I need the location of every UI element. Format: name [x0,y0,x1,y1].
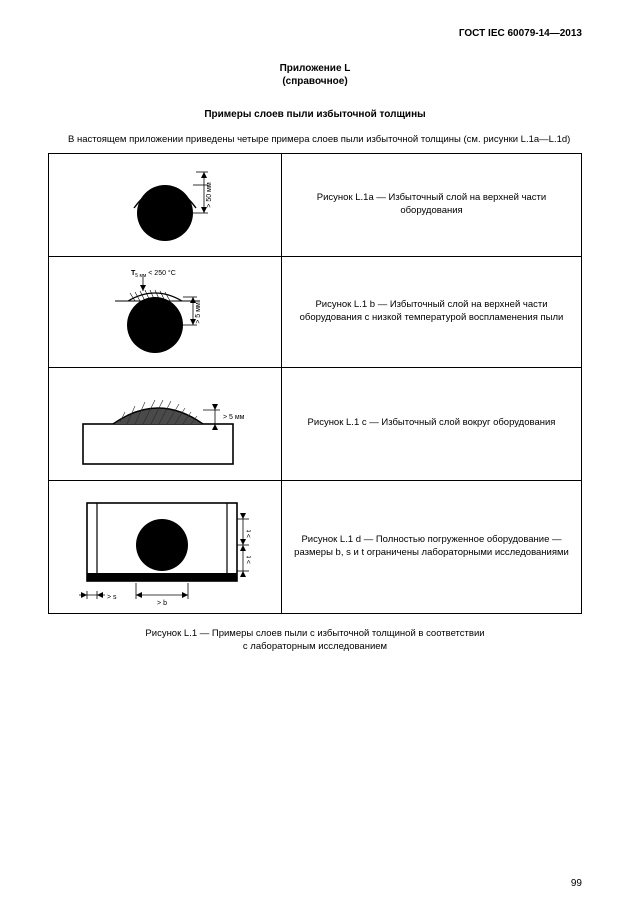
figure-table: > 50 мм Рисунок L.1a — Избыточный слой н… [48,153,582,614]
table-row: > 5 мм Рисунок L.1 c — Избыточный слой в… [49,367,582,480]
figure-cell-a: > 50 мм [49,153,282,256]
table-row: T5 мм < 250 °C [49,256,582,367]
svg-text:> t: > t [246,530,253,538]
document-id: ГОСТ IEC 60079-14—2013 [48,28,582,39]
figure-cell-b: T5 мм < 250 °C [49,256,282,367]
svg-text:> 50 мм: > 50 мм [206,182,213,208]
table-row: > 50 мм Рисунок L.1a — Избыточный слой н… [49,153,582,256]
svg-text:> 5 мм: > 5 мм [195,302,202,324]
figure-d-svg: > s > b > t [65,487,265,607]
figure-b-svg: T5 мм < 250 °C [85,263,245,361]
page-number: 99 [571,878,582,889]
figure-cell-d: > s > b > t [49,480,282,613]
figure-cell-c: > 5 мм [49,367,282,480]
caption-cell-a: Рисунок L.1a — Избыточный слой на верхне… [282,153,582,256]
main-caption: Рисунок L.1 — Примеры слоев пыли с избыт… [48,628,582,654]
caption-cell-d: Рисунок L.1 d — Полностью погруженное об… [282,480,582,613]
figure-a-svg: > 50 мм [90,160,240,250]
table-row: > s > b > t [49,480,582,613]
svg-text:> b: > b [157,600,167,607]
intro-paragraph: В настоящем приложении приведены четыре … [48,134,582,147]
svg-text:T5 мм < 250 °C: T5 мм < 250 °C [131,269,176,279]
figure-c-svg: > 5 мм [65,374,265,474]
appendix-type: (справочное) [48,76,582,87]
caption-cell-c: Рисунок L.1 c — Избыточный слой вокруг о… [282,367,582,480]
appendix-label: Приложение L [48,63,582,74]
caption-cell-b: Рисунок L.1 b — Избыточный слой на верхн… [282,256,582,367]
page-title: Примеры слоев пыли избыточной толщины [48,109,582,120]
svg-text:> t: > t [246,556,253,564]
svg-text:> s: > s [107,594,117,601]
svg-text:> 5 мм: > 5 мм [223,414,245,421]
